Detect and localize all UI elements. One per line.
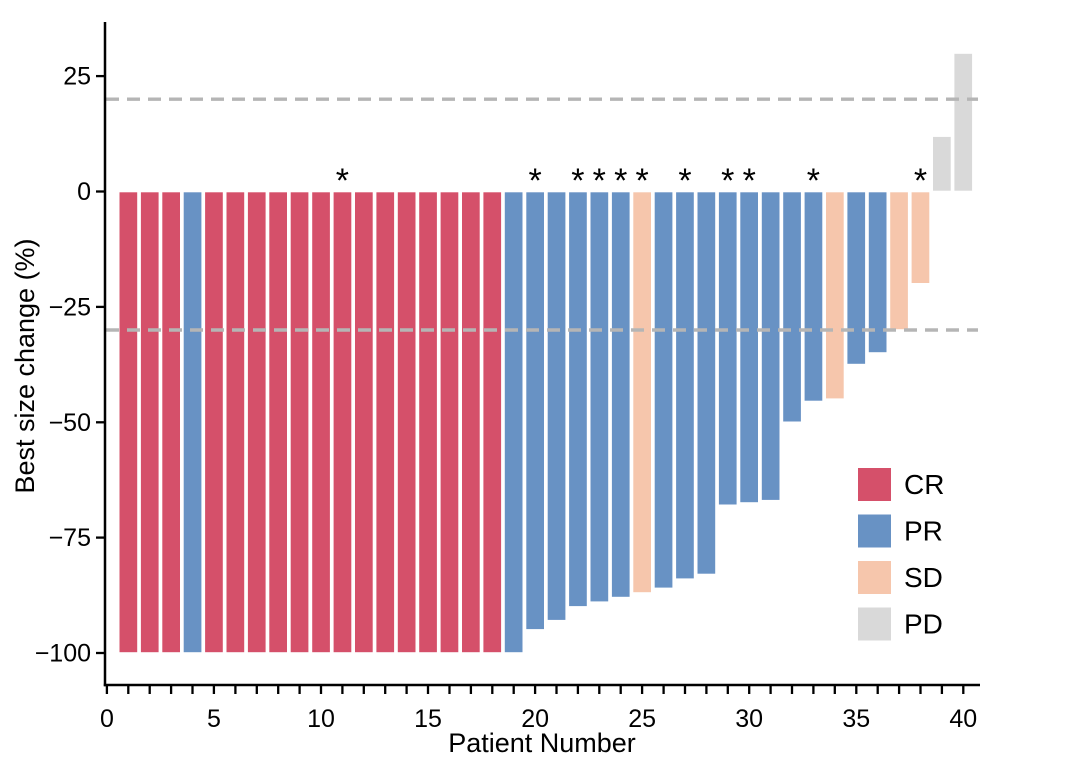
bar-patient-22: [567, 190, 589, 608]
bar-patient-15: [417, 190, 439, 654]
reference-lines-layer: [106, 97, 978, 332]
x-tick-label: 15: [414, 705, 442, 733]
asterisks-layer: * * * * * * * * * * *: [336, 162, 927, 200]
bar-patient-17: [460, 190, 482, 654]
asterisk-patient-22: *: [571, 162, 584, 200]
legend-label-PR: PR: [904, 516, 943, 547]
legend-label-CR: CR: [904, 469, 944, 500]
legend-swatch-PD: [858, 607, 891, 641]
x-tick-label: 5: [207, 705, 221, 733]
bar-patient-1: [117, 190, 139, 654]
legend-swatch-PR: [858, 514, 891, 548]
x-tick-label: 20: [521, 705, 549, 733]
asterisk-patient-23: *: [593, 162, 606, 200]
legend-label-PD: PD: [904, 609, 943, 640]
x-tick-label: 0: [100, 705, 114, 733]
bar-patient-33: [802, 190, 824, 403]
bar-patient-20: [524, 190, 546, 631]
x-tick-label: 30: [735, 705, 763, 733]
bar-patient-40: [952, 52, 974, 193]
bar-patient-23: [588, 190, 610, 604]
y-axis-title: Best size change (%): [10, 238, 40, 493]
bar-patient-25: [631, 190, 653, 594]
y-tick-label: −75: [49, 524, 91, 552]
bar-patient-7: [246, 190, 268, 654]
bar-patient-36: [867, 190, 889, 354]
bar-patient-31: [760, 190, 782, 502]
asterisk-patient-27: *: [678, 162, 691, 200]
bar-patient-39: [931, 135, 953, 193]
bar-patient-38: [909, 190, 931, 285]
y-tick-label: 0: [77, 178, 91, 206]
asterisk-patient-24: *: [614, 162, 627, 200]
asterisk-patient-20: *: [528, 162, 541, 200]
y-tick-label: 25: [63, 63, 91, 91]
bar-patient-34: [824, 190, 846, 400]
asterisk-patient-25: *: [635, 162, 648, 200]
bar-patient-29: [717, 190, 739, 507]
asterisk-patient-38: *: [914, 162, 927, 200]
bar-patient-21: [546, 190, 568, 622]
bar-patient-10: [310, 190, 332, 654]
bar-patient-24: [610, 190, 632, 599]
y-tick-label: −50: [49, 409, 91, 437]
x-tick-label: 35: [842, 705, 870, 733]
asterisk-patient-30: *: [743, 162, 756, 200]
bar-patient-13: [374, 190, 396, 654]
bar-patient-19: [503, 190, 525, 654]
bar-patient-12: [353, 190, 375, 654]
x-tick-label: 25: [628, 705, 656, 733]
bar-patient-30: [738, 190, 760, 504]
bars-layer: [117, 52, 974, 654]
asterisk-patient-33: *: [807, 162, 820, 200]
legend: CR PR SD PD: [858, 468, 944, 641]
bar-patient-35: [845, 190, 867, 366]
legend-swatch-CR: [858, 468, 891, 501]
bar-patient-37: [888, 190, 910, 331]
bar-patient-14: [396, 190, 418, 654]
bar-patient-16: [438, 190, 460, 654]
bar-patient-26: [653, 190, 675, 590]
bar-patient-6: [224, 190, 246, 654]
x-tick-label: 40: [949, 705, 977, 733]
bar-patient-32: [781, 190, 803, 424]
legend-swatch-SD: [858, 561, 891, 594]
bar-patient-8: [267, 190, 289, 654]
axes-layer: 0 5 10 15 20 25 30 35 40 25 0 −25 −50 −75 −100: [35, 22, 980, 733]
bar-patient-11: [331, 190, 353, 654]
bar-patient-4: [182, 190, 203, 654]
bar-patient-2: [139, 190, 161, 654]
bar-patient-3: [160, 190, 182, 654]
bar-patient-18: [481, 190, 503, 654]
bar-patient-27: [674, 190, 696, 581]
legend-label-SD: SD: [904, 562, 943, 593]
x-tick-label: 10: [307, 705, 335, 733]
x-axis-title: Patient Number: [448, 728, 636, 758]
asterisk-patient-11: *: [336, 162, 349, 200]
y-tick-label: −100: [35, 640, 91, 668]
bar-patient-28: [695, 190, 717, 576]
bar-patient-5: [203, 190, 225, 654]
y-tick-label: −25: [49, 293, 91, 321]
asterisk-patient-29: *: [721, 162, 734, 200]
bar-patient-9: [289, 190, 310, 654]
